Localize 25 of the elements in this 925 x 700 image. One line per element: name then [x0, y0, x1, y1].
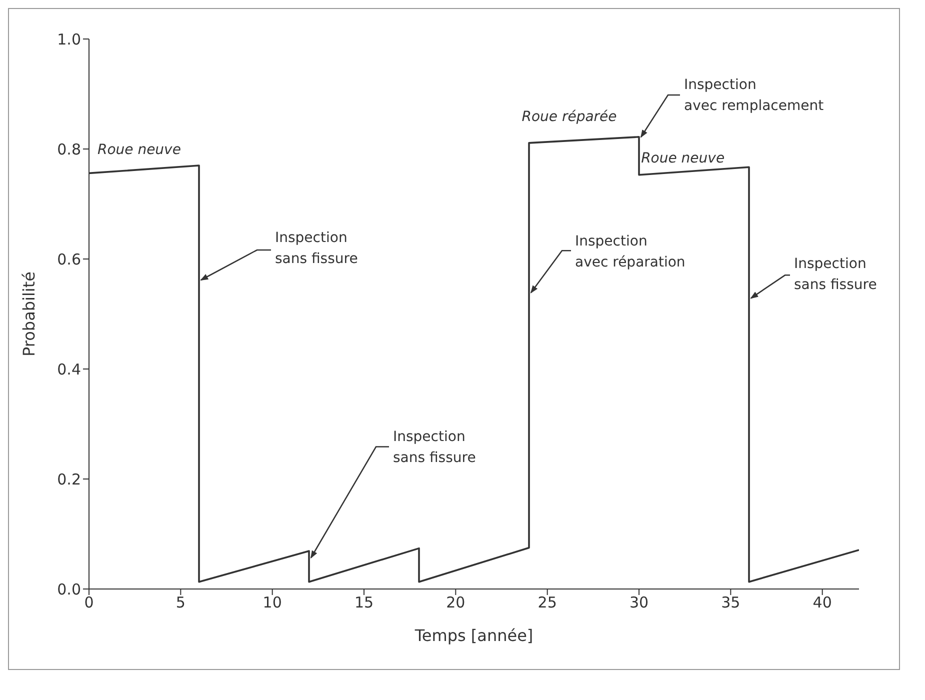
- annotation: Inspection sans fissure: [794, 256, 877, 294]
- x-axis-title: Temps [année]: [414, 626, 534, 645]
- annotation: Roue neuve: [641, 150, 725, 166]
- annotation: Roue réparée: [522, 109, 617, 125]
- annotation: Inspection avec réparation: [575, 234, 686, 271]
- y-tick-label: 0.0: [57, 580, 81, 598]
- y-tick-label: 0.6: [57, 250, 81, 268]
- x-tick-label: 30: [629, 594, 649, 612]
- annotation: Inspection sans fissure: [275, 230, 358, 267]
- x-tick-label: 35: [721, 594, 740, 612]
- x-tick-label: 25: [538, 594, 557, 612]
- y-tick-label: 0.4: [57, 360, 81, 378]
- y-tick-label: 0.2: [57, 470, 81, 488]
- x-tick-label: 5: [176, 594, 186, 612]
- x-tick-label: 20: [446, 594, 466, 612]
- annotation: Inspection avec remplacement: [684, 77, 824, 114]
- y-axis-title: Probabilité: [20, 272, 39, 356]
- y-tick-label: 1.0: [57, 30, 81, 48]
- x-tick-label: 15: [354, 594, 374, 612]
- x-tick-label: 0: [84, 594, 94, 612]
- annotation: Inspection sans fissure: [393, 428, 476, 466]
- annotation: Roue neuve: [97, 142, 181, 158]
- y-tick-label: 0.8: [57, 140, 81, 158]
- x-tick-label: 10: [262, 594, 282, 612]
- x-tick-label: 40: [812, 594, 832, 612]
